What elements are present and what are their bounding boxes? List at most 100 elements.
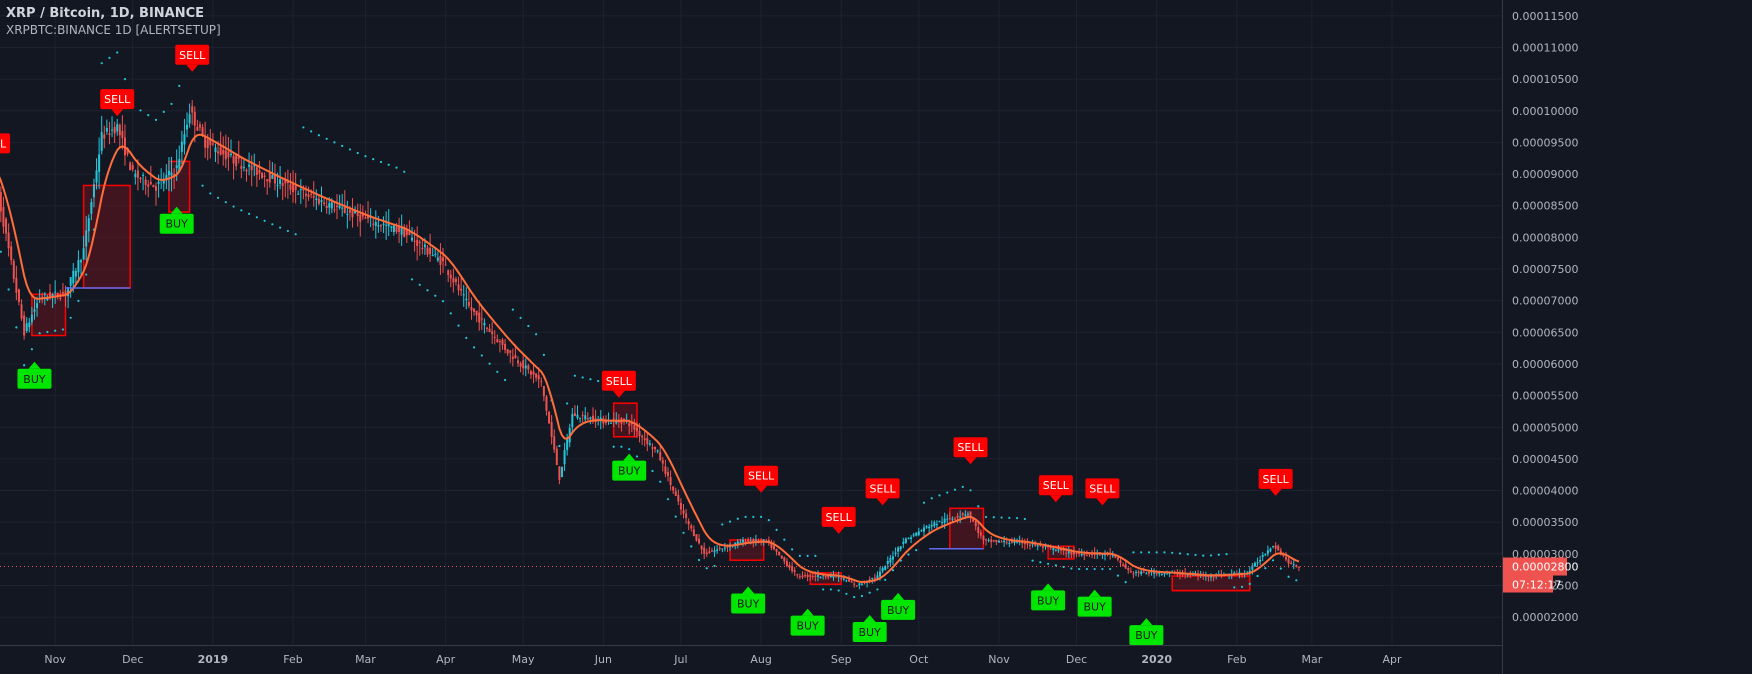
candle-body — [98, 154, 101, 172]
sar-dot — [372, 158, 375, 161]
signals: SELL BUY SELL BUY SELL SELL BUY SELL BUY BUY SELL B… — [0, 44, 1293, 646]
candle-body — [315, 198, 318, 201]
candle-body — [436, 257, 439, 261]
sell-signal: SELL — [1085, 478, 1120, 506]
sar-dot — [876, 588, 879, 591]
candle-body — [638, 430, 641, 436]
sar-dot — [465, 336, 468, 339]
candle-body — [1284, 556, 1287, 560]
sar-dot — [310, 130, 313, 133]
candle-body — [222, 149, 225, 155]
candle-body — [1176, 573, 1179, 575]
sar-dot — [1000, 516, 1003, 519]
candle-body — [612, 418, 615, 420]
candle-body — [142, 174, 145, 176]
candle-body — [470, 307, 473, 311]
candle-body — [654, 446, 657, 450]
candle-body — [666, 472, 669, 476]
candle-body — [103, 134, 106, 139]
candle-body — [586, 418, 589, 420]
sar-dot — [496, 370, 499, 373]
sar-dot — [853, 595, 856, 599]
candle-body — [426, 247, 429, 255]
price-tick-label: 0.00005000 — [1512, 421, 1578, 434]
time-tick-label: Nov — [44, 653, 66, 666]
candle-body — [1010, 540, 1013, 543]
candle-body — [804, 575, 807, 577]
candle-body — [798, 576, 801, 578]
candle-body — [868, 579, 871, 581]
candle-body — [276, 184, 279, 186]
candle-body — [938, 520, 941, 522]
candle-body — [43, 293, 46, 295]
sar-dot — [1178, 552, 1182, 555]
candle-body — [1132, 573, 1135, 575]
candle-body — [703, 547, 706, 554]
candle-body — [266, 179, 269, 182]
candle-body — [840, 578, 843, 580]
candle-body — [460, 288, 463, 291]
time-tick-label: Feb — [283, 653, 302, 666]
sar-dot — [759, 515, 763, 518]
candle-body — [853, 583, 856, 585]
candle-body — [1062, 549, 1065, 551]
sar-dot — [503, 378, 507, 382]
candle-body — [377, 225, 380, 227]
sell-signal: SELL — [601, 370, 636, 398]
candle-body — [1168, 572, 1171, 574]
candle-body — [69, 277, 72, 286]
candle-body — [431, 254, 434, 257]
candle-body — [509, 350, 512, 353]
sar-dot — [426, 289, 429, 292]
candle-body — [951, 518, 954, 520]
sar-dot — [612, 445, 615, 448]
candle-body — [687, 520, 690, 525]
candle-body — [478, 312, 481, 323]
candle-body — [33, 309, 36, 312]
sar-dot — [162, 110, 165, 114]
candle-body — [333, 209, 336, 211]
sar-dot — [1008, 516, 1011, 519]
candle-body — [80, 260, 83, 263]
candle-body — [367, 215, 370, 219]
candle-body — [762, 539, 765, 541]
candle-body — [348, 209, 351, 213]
candle-body — [910, 537, 913, 540]
candle-body — [95, 170, 98, 183]
candle-body — [0, 192, 2, 212]
candle-body — [5, 218, 8, 234]
sar-dot — [1279, 567, 1282, 570]
candle-body — [1135, 572, 1138, 574]
candle-body — [793, 570, 796, 572]
candle-body — [1029, 544, 1032, 546]
candle-body — [304, 193, 307, 196]
candle-body — [147, 184, 150, 187]
buy-label: BUY — [618, 465, 641, 478]
candle-body — [462, 294, 465, 296]
sell-signal: SELL — [175, 44, 210, 72]
sar-dot — [38, 332, 41, 335]
candle-body — [229, 153, 232, 155]
candle-body — [881, 567, 884, 572]
candle-body — [987, 539, 990, 541]
candle-body — [268, 172, 271, 183]
candle-body — [796, 574, 799, 576]
sar-dot — [915, 549, 918, 552]
candle-body — [915, 532, 918, 536]
buy-label: BUY — [1135, 629, 1158, 642]
candle-body — [1253, 562, 1256, 567]
sar-dot — [255, 216, 258, 219]
sar-dot — [868, 591, 871, 594]
sar-dot — [721, 523, 724, 526]
candle-body — [1065, 552, 1068, 554]
candle-body — [928, 526, 931, 529]
sar-dot — [1140, 551, 1143, 554]
candle-body — [527, 365, 530, 370]
candle-body — [847, 579, 850, 582]
sar-dot — [1070, 567, 1073, 570]
candle-body — [292, 183, 295, 193]
candle-body — [1269, 548, 1272, 552]
candle-body — [1256, 562, 1259, 564]
